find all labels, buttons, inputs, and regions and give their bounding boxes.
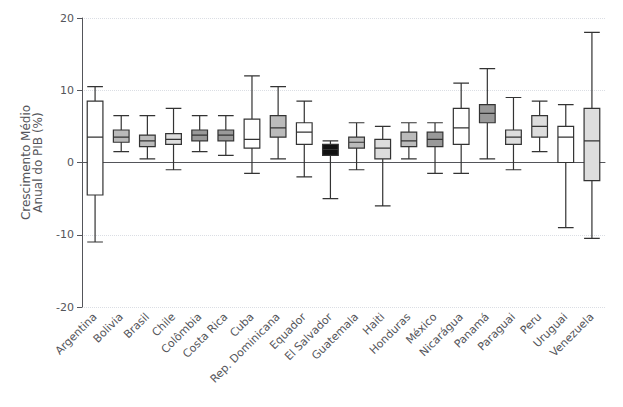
svg-text:Argentina: Argentina — [52, 310, 100, 358]
svg-text:Venezuela: Venezuela — [547, 310, 596, 359]
svg-text:Honduras: Honduras — [366, 310, 414, 357]
svg-text:Colômbia: Colômbia — [158, 310, 205, 357]
svg-text:Brasil: Brasil — [121, 310, 152, 341]
svg-text:0: 0 — [67, 156, 74, 169]
svg-text:-20: -20 — [56, 301, 74, 314]
svg-text:Crescimento Médio: Crescimento Médio — [19, 104, 33, 221]
svg-text:Bolivia: Bolivia — [91, 310, 126, 345]
svg-text:Paraguai: Paraguai — [475, 310, 518, 353]
svg-text:Equador: Equador — [267, 310, 309, 352]
svg-text:Chile: Chile — [149, 310, 179, 339]
svg-text:México: México — [403, 310, 440, 347]
svg-text:Cuba: Cuba — [227, 310, 257, 340]
svg-text:20: 20 — [60, 12, 74, 25]
svg-text:Costa Rica: Costa Rica — [180, 310, 230, 360]
svg-text:-10: -10 — [56, 228, 74, 241]
svg-text:Rep. Dominicana: Rep. Dominicana — [207, 310, 283, 386]
svg-text:Panamá: Panamá — [451, 310, 492, 351]
svg-text:Guatemala: Guatemala — [309, 310, 361, 362]
svg-text:El Salvador: El Salvador — [282, 310, 335, 364]
svg-text:10: 10 — [60, 84, 74, 97]
svg-text:Peru: Peru — [517, 310, 545, 337]
svg-text:Uruguai: Uruguai — [530, 310, 571, 351]
svg-text:Haiti: Haiti — [360, 310, 388, 338]
svg-text:Anual do PIB (%): Anual do PIB (%) — [31, 112, 45, 212]
svg-text:Nicarágua: Nicarágua — [417, 310, 466, 360]
